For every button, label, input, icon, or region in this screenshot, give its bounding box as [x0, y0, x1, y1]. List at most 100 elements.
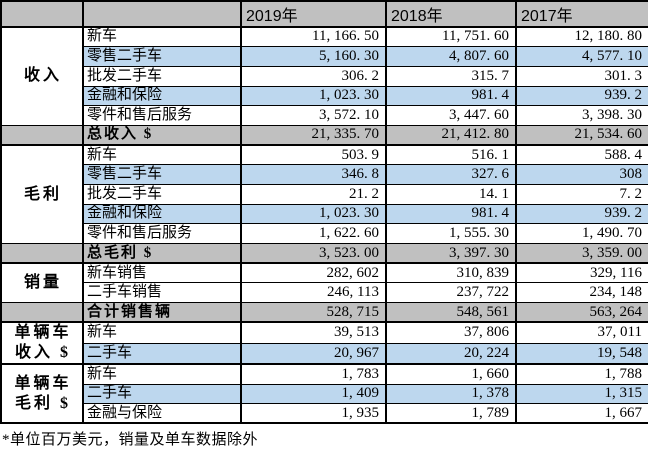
value-cell: 3, 572. 10	[240, 105, 386, 126]
year-column-header: 2019年	[240, 1, 386, 28]
year-column-header: 2017年	[515, 1, 648, 28]
value-cell: 503. 9	[240, 144, 386, 165]
group-label-cell: 单辆车毛利 $	[0, 363, 83, 424]
row-label-cell: 二手车	[82, 383, 241, 404]
row-label-cell: 新车	[82, 321, 241, 344]
row-label-cell: 新车	[82, 144, 241, 165]
value-cell: 3, 447. 60	[385, 105, 516, 126]
row-label-cell: 零售二手车	[82, 164, 241, 185]
value-cell: 1, 378	[385, 383, 516, 404]
value-cell: 1, 409	[240, 383, 386, 404]
value-cell: 19, 548	[515, 342, 648, 365]
group-spacer-cell	[0, 243, 83, 264]
table-row: 金融和保险 1, 023. 30 981. 4 939. 2	[1, 203, 648, 224]
value-cell: 1, 555. 30	[385, 223, 516, 244]
row-label-cell: 金融和保险	[82, 85, 241, 106]
value-cell: 3, 359. 00	[515, 243, 648, 264]
value-cell: 11, 166. 50	[240, 26, 386, 47]
group-label: 收入	[23, 67, 62, 85]
value-cell: 14. 1	[385, 184, 516, 205]
value-cell: 588. 4	[515, 144, 648, 165]
group-label-cell: 销量	[0, 262, 83, 303]
value-cell: 21, 412. 80	[385, 124, 516, 146]
value-cell: 981. 4	[385, 203, 516, 224]
value-cell: 1, 315	[515, 383, 648, 404]
group-label: 单辆车	[14, 324, 72, 342]
financial-data-table: 2019年 2018年 2017年 收入 新车 11, 166. 50 11, …	[0, 0, 648, 425]
value-cell: 1, 023. 30	[240, 85, 386, 106]
value-cell: 234, 148	[515, 282, 648, 303]
value-cell: 12, 180. 80	[515, 26, 648, 47]
group-label-line2: 收入 $	[14, 344, 71, 362]
value-cell: 548, 561	[385, 302, 516, 323]
value-cell: 7. 2	[515, 184, 648, 205]
row-label-cell: 新车	[82, 26, 241, 47]
value-cell: 282, 602	[240, 262, 386, 283]
value-cell: 37, 011	[515, 321, 648, 344]
value-cell: 21, 335. 70	[240, 124, 386, 146]
group-label-line2: 毛利 $	[14, 394, 71, 412]
value-cell: 516. 1	[385, 144, 516, 165]
corner-cell-group	[0, 1, 83, 28]
value-cell: 3, 397. 30	[385, 243, 516, 264]
table-row: 收入 新车 11, 166. 50 11, 751. 60 12, 180. 8…	[0, 25, 648, 126]
value-cell: 981. 4	[385, 85, 516, 106]
value-cell: 563, 264	[515, 302, 648, 323]
table-row: 二手车 20, 967 20, 224 19, 548	[1, 342, 648, 365]
value-cell: 1, 789	[385, 403, 516, 424]
header-row: 2019年 2018年 2017年	[0, 1, 648, 28]
value-cell: 308	[515, 164, 648, 185]
value-cell: 327. 6	[385, 164, 516, 185]
group-label: 毛利	[23, 185, 62, 203]
group-label: 销量	[23, 274, 62, 292]
total-row: 合计销售辆 528, 715 548, 561 563, 264	[0, 302, 648, 323]
value-cell: 246, 113	[240, 282, 386, 303]
value-cell: 346. 8	[240, 164, 386, 185]
group-label-cell: 收入	[0, 25, 83, 126]
value-cell: 3, 523. 00	[240, 243, 386, 264]
value-cell: 1, 622. 60	[240, 223, 386, 244]
value-cell: 939. 2	[515, 85, 648, 106]
row-label-cell: 新车销售	[82, 262, 241, 283]
row-label-cell: 二手车	[82, 342, 241, 365]
group-label-cell: 毛利	[0, 144, 83, 244]
table-row: 零售二手车 5, 160. 30 4, 807. 60 4, 577. 10	[1, 46, 648, 67]
table-row: 零售二手车 346. 8 327. 6 308	[1, 164, 648, 185]
value-cell: 1, 667	[515, 403, 648, 424]
table-row: 销量 新车销售 282, 602 310, 839 329, 116	[0, 262, 648, 303]
value-cell: 11, 751. 60	[385, 26, 516, 47]
value-cell: 1, 783	[240, 363, 386, 384]
footnote: *单位百万美元，销量及单车数据除外	[2, 432, 259, 449]
year-column-header: 2018年	[385, 1, 516, 28]
group-label: 单辆车	[14, 374, 72, 392]
value-cell: 315. 7	[385, 65, 516, 87]
value-cell: 1, 023. 30	[240, 203, 386, 224]
value-cell: 301. 3	[515, 65, 648, 87]
total-label-cell: 合计销售辆	[82, 302, 241, 323]
total-label-cell: 总毛利 $	[82, 243, 241, 264]
group-spacer-cell	[0, 124, 83, 146]
table-row: 批发二手车 21. 2 14. 1 7. 2	[1, 184, 648, 205]
value-cell: 20, 967	[240, 342, 386, 365]
value-cell: 21, 534. 60	[515, 124, 648, 146]
value-cell: 939. 2	[515, 203, 648, 224]
row-label-cell: 批发二手车	[82, 65, 241, 87]
value-cell: 1, 788	[515, 363, 648, 384]
row-label-cell: 零售二手车	[82, 46, 241, 67]
row-label-cell: 零件和售后服务	[82, 105, 241, 126]
value-cell: 3, 398. 30	[515, 105, 648, 126]
row-label-cell: 新车	[82, 363, 241, 384]
table-row: 金融与保险 1, 935 1, 789 1, 667	[1, 403, 648, 424]
value-cell: 528, 715	[240, 302, 386, 323]
value-cell: 4, 807. 60	[385, 46, 516, 67]
row-label-cell: 批发二手车	[82, 184, 241, 205]
value-cell: 39, 513	[240, 321, 386, 344]
value-cell: 4, 577. 10	[515, 46, 648, 67]
table-row: 金融和保险 1, 023. 30 981. 4 939. 2	[1, 85, 648, 106]
value-cell: 1, 660	[385, 363, 516, 384]
value-cell: 37, 806	[385, 321, 516, 344]
row-label-cell: 二手车销售	[82, 282, 241, 303]
value-cell: 1, 935	[240, 403, 386, 424]
table-row: 零件和售后服务 3, 572. 10 3, 447. 60 3, 398. 30	[1, 105, 648, 126]
table-row: 单辆车毛利 $ 新车 1, 783 1, 660 1, 788	[0, 363, 648, 424]
